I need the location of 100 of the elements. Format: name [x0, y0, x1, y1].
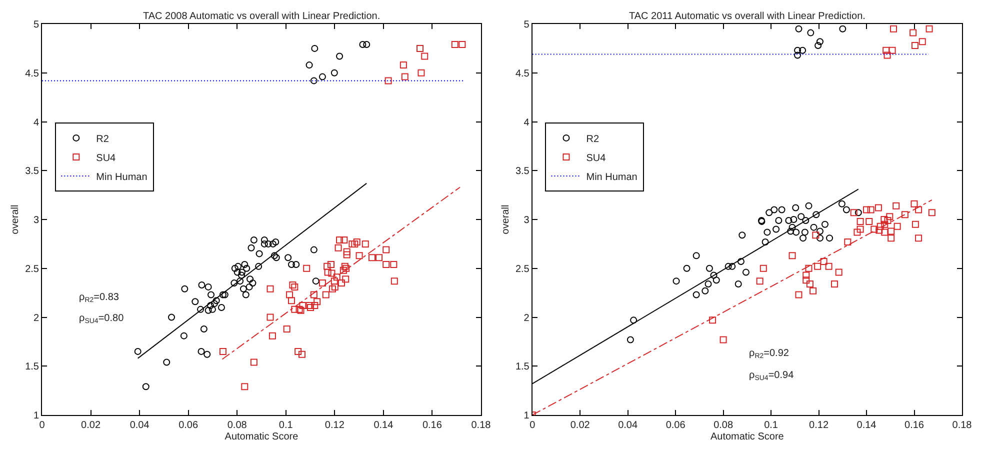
point [704, 280, 712, 288]
point [915, 206, 922, 214]
point [250, 236, 258, 244]
point [854, 209, 862, 216]
x-tick-label: 0.08 [227, 420, 248, 431]
point [219, 291, 226, 298]
point [798, 213, 805, 220]
point [772, 226, 780, 233]
point [248, 244, 255, 252]
point [785, 216, 792, 224]
point [854, 228, 861, 236]
y-tick-label: 5 [524, 20, 530, 30]
point [728, 262, 736, 270]
point [724, 262, 732, 270]
point [892, 202, 900, 210]
y-tick-label: 4 [33, 117, 40, 128]
point [318, 73, 326, 80]
y-tick-label: 3.5 [515, 166, 530, 178]
legend-label: SU4 [96, 152, 116, 164]
point [835, 268, 842, 276]
point [142, 383, 150, 390]
point [231, 264, 238, 272]
point [207, 302, 214, 310]
x-tick-label: 0.04 [130, 420, 150, 431]
point [180, 332, 188, 340]
y-tick-label: 4.5 [515, 68, 530, 80]
point [269, 240, 276, 248]
point [910, 29, 917, 36]
legend-label: Min Human [586, 172, 638, 183]
point [198, 281, 206, 288]
point [168, 314, 175, 321]
point [270, 252, 278, 260]
point [810, 287, 817, 294]
point [236, 278, 244, 285]
point [683, 264, 690, 272]
point [928, 209, 936, 216]
point [911, 42, 918, 49]
point [794, 52, 802, 59]
point [734, 280, 742, 288]
point [801, 228, 808, 236]
x-tick-label: 0.12 [324, 420, 345, 431]
point [856, 226, 864, 233]
point [882, 46, 890, 54]
point [242, 291, 250, 298]
point [866, 218, 873, 225]
point [806, 280, 814, 288]
point [256, 250, 263, 258]
y-tick-label: 2 [33, 312, 40, 324]
point [831, 280, 838, 288]
point [800, 234, 807, 242]
point [234, 262, 242, 270]
point [812, 232, 820, 239]
point [359, 41, 366, 48]
point [330, 69, 338, 76]
point [764, 228, 771, 236]
x-tick-label: 0 [530, 420, 536, 431]
y-tick-label: 2 [524, 312, 530, 324]
point [912, 220, 919, 228]
point [255, 262, 262, 270]
point [204, 283, 212, 290]
point [310, 77, 318, 84]
point [888, 234, 895, 242]
point [630, 316, 638, 324]
point [901, 211, 908, 218]
chart-title: TAC 2008 Automatic vs overall with Linear Prediction. [143, 11, 380, 22]
point [760, 264, 767, 272]
y-tick-label: 3 [33, 215, 40, 226]
annotation: ρ$_{R2}$=0.92 [749, 348, 790, 360]
point [218, 304, 225, 311]
point [826, 234, 834, 242]
point [802, 276, 810, 284]
point [181, 285, 188, 292]
point [208, 291, 215, 298]
point [210, 300, 218, 308]
point [850, 209, 858, 216]
point [272, 238, 280, 246]
point [863, 206, 870, 214]
point [787, 228, 794, 235]
point [880, 216, 888, 223]
point [706, 264, 713, 272]
point [292, 260, 300, 268]
point [807, 29, 814, 36]
point [792, 228, 800, 236]
point [336, 52, 344, 60]
y-tick-label: 1.5 [515, 362, 530, 373]
x-tick-label: 0.1 [764, 420, 778, 431]
point [802, 272, 810, 279]
point [867, 206, 874, 214]
point [884, 216, 892, 224]
point [814, 262, 822, 270]
point [894, 222, 901, 230]
y-tick-label: 1 [524, 410, 530, 422]
point [246, 276, 254, 283]
point [249, 280, 256, 287]
annotation: ρ$_{R2}$=0.83 [79, 292, 120, 304]
annotation: ρ$_{SU4}$=0.94 [749, 370, 794, 382]
point [234, 268, 241, 276]
point [844, 238, 852, 246]
y-tick-label: 3 [524, 215, 530, 226]
point [204, 350, 211, 358]
